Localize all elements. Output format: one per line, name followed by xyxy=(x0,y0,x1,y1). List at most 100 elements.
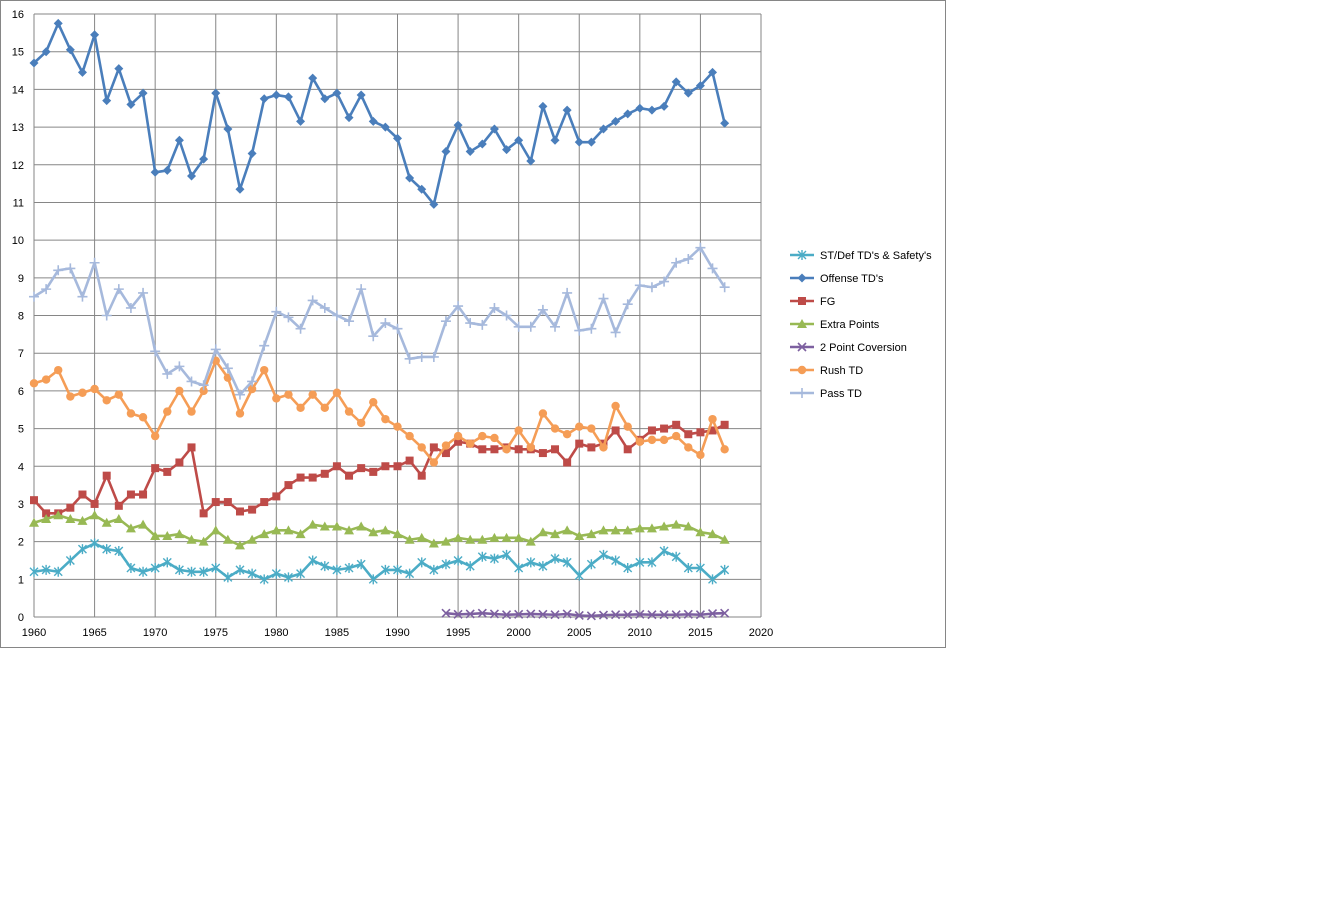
legend-label: ST/Def TD's & Safety's xyxy=(820,250,932,262)
data-point xyxy=(683,88,693,98)
data-point xyxy=(114,501,123,510)
series-lines xyxy=(29,18,730,621)
data-point xyxy=(514,445,523,454)
data-point xyxy=(150,346,161,357)
data-point xyxy=(356,559,366,570)
y-tick-label: 0 xyxy=(18,612,24,624)
data-point xyxy=(308,73,318,83)
data-point xyxy=(320,403,329,413)
legend-marker xyxy=(797,273,807,283)
data-point xyxy=(683,521,694,531)
data-point xyxy=(538,609,548,619)
data-point xyxy=(271,568,281,579)
data-point xyxy=(586,137,596,147)
data-point xyxy=(671,519,682,529)
data-point xyxy=(296,116,306,126)
x-tick-label: 2005 xyxy=(567,627,591,639)
data-point xyxy=(708,67,718,77)
series-3 xyxy=(29,510,730,550)
y-tick-label: 5 xyxy=(18,424,24,436)
data-point xyxy=(454,437,463,446)
x-tick-label: 1995 xyxy=(446,627,470,639)
data-point xyxy=(186,534,197,544)
data-point xyxy=(586,559,596,570)
data-point xyxy=(368,331,379,342)
data-point xyxy=(271,90,281,100)
data-point xyxy=(393,564,402,575)
data-point xyxy=(513,321,524,332)
data-point xyxy=(223,572,233,583)
data-point xyxy=(562,609,572,619)
data-point xyxy=(66,503,75,512)
data-point xyxy=(586,611,596,621)
data-point xyxy=(259,94,269,104)
y-tick-label: 14 xyxy=(12,84,24,96)
data-point xyxy=(393,133,402,143)
data-point xyxy=(514,563,524,574)
data-point xyxy=(90,538,100,549)
data-point xyxy=(610,525,621,535)
data-point xyxy=(441,559,451,570)
data-point xyxy=(392,323,403,334)
data-point xyxy=(175,386,184,396)
data-point xyxy=(381,462,390,471)
series-line xyxy=(33,423,726,515)
y-tick-label: 12 xyxy=(12,160,24,172)
data-point xyxy=(368,574,378,585)
data-point xyxy=(380,525,391,535)
data-point xyxy=(610,327,621,338)
y-tick-label: 15 xyxy=(12,47,24,59)
data-point xyxy=(683,253,694,264)
data-point xyxy=(65,263,76,274)
legend-entry-2: FG xyxy=(790,296,835,308)
data-point xyxy=(247,384,257,394)
data-point xyxy=(42,509,51,518)
data-point xyxy=(78,490,87,499)
y-tick-label: 10 xyxy=(12,235,24,247)
data-point xyxy=(259,574,269,585)
data-point xyxy=(380,564,390,575)
data-point xyxy=(478,445,487,454)
data-point xyxy=(210,525,221,535)
data-point xyxy=(598,525,609,535)
data-point xyxy=(307,295,318,306)
data-point xyxy=(574,570,584,581)
data-point xyxy=(465,318,476,329)
data-point xyxy=(90,499,99,508)
data-point xyxy=(101,310,112,321)
y-tick-label: 16 xyxy=(12,9,24,21)
y-tick-label: 8 xyxy=(18,311,24,323)
data-point xyxy=(489,553,499,564)
data-point xyxy=(357,464,366,473)
data-point xyxy=(683,609,693,619)
data-point xyxy=(490,433,499,443)
data-point xyxy=(611,555,621,566)
data-point xyxy=(369,397,378,407)
data-point xyxy=(587,424,596,433)
data-point xyxy=(295,529,306,539)
data-point xyxy=(356,418,366,428)
data-point xyxy=(720,420,729,429)
data-point xyxy=(199,566,209,577)
data-point xyxy=(381,414,390,424)
data-point xyxy=(622,299,633,310)
data-point xyxy=(259,340,270,351)
data-point xyxy=(477,551,487,562)
data-point xyxy=(187,407,196,416)
data-point xyxy=(477,608,487,618)
data-point xyxy=(695,527,706,537)
data-point xyxy=(90,384,99,394)
data-point xyxy=(102,96,112,106)
series-2 xyxy=(30,420,729,518)
data-point xyxy=(345,471,354,480)
data-point xyxy=(54,365,63,375)
data-point xyxy=(150,431,160,441)
data-point xyxy=(332,88,342,98)
data-point xyxy=(65,45,75,55)
data-point xyxy=(671,551,681,562)
data-point xyxy=(126,490,135,499)
data-point xyxy=(247,148,257,158)
data-point xyxy=(719,282,730,293)
data-point xyxy=(671,257,682,268)
